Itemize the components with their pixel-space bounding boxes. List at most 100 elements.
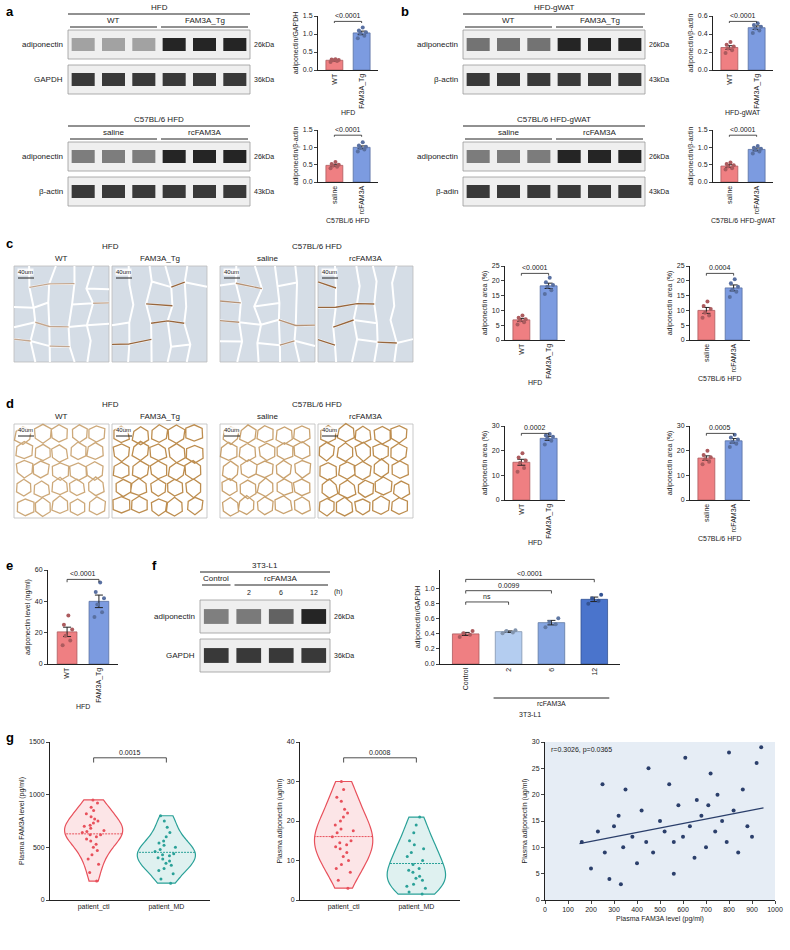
svg-text:Plasma FAM3A level (pg/ml): Plasma FAM3A level (pg/ml) — [616, 915, 704, 923]
svg-text:adiponectin: adiponectin — [22, 152, 63, 161]
svg-text:C57BL/6 HFD: C57BL/6 HFD — [292, 400, 342, 409]
svg-text:GAPDH: GAPDH — [166, 651, 195, 660]
svg-text:26kDa: 26kDa — [334, 613, 354, 620]
svg-text:26kDa: 26kDa — [649, 153, 669, 160]
svg-text:1.5: 1.5 — [303, 126, 313, 133]
svg-text:WT: WT — [502, 16, 515, 25]
svg-text:adiponectin: adiponectin — [22, 40, 63, 49]
svg-text:40um: 40um — [224, 269, 239, 275]
svg-text:12: 12 — [310, 589, 318, 596]
svg-text:FAM3A_Tg: FAM3A_Tg — [753, 74, 761, 109]
svg-text:0.0: 0.0 — [303, 178, 313, 185]
svg-text:a: a — [6, 4, 14, 19]
svg-text:adiponectin/GAPDH: adiponectin/GAPDH — [292, 12, 300, 75]
svg-text:0: 0 — [41, 896, 45, 903]
svg-text:Plasma adiponectin (ug/ml): Plasma adiponectin (ug/ml) — [276, 779, 284, 864]
svg-text:26kDa: 26kDa — [254, 153, 274, 160]
svg-text:0: 0 — [681, 336, 685, 343]
svg-text:WT: WT — [107, 16, 120, 25]
svg-text:rcFAM3A: rcFAM3A — [358, 185, 365, 214]
svg-text:43kDa: 43kDa — [649, 188, 669, 195]
svg-text:Control: Control — [462, 667, 469, 690]
svg-text:26kDa: 26kDa — [649, 41, 669, 48]
svg-text:0.0002: 0.0002 — [524, 424, 546, 431]
svg-text:WT: WT — [518, 503, 525, 515]
svg-text:0.2: 0.2 — [698, 48, 708, 55]
svg-text:25: 25 — [492, 262, 500, 269]
svg-text:c: c — [6, 236, 13, 251]
svg-text:700: 700 — [700, 906, 712, 913]
svg-text:C57BL/6 HFD: C57BL/6 HFD — [292, 242, 342, 251]
svg-text:C57BL/6 HFD: C57BL/6 HFD — [134, 115, 184, 124]
svg-text:3T3-L1: 3T3-L1 — [519, 711, 541, 718]
svg-text:FAM3A_Tg: FAM3A_Tg — [140, 254, 180, 263]
svg-text:25: 25 — [532, 765, 540, 772]
svg-text:5: 5 — [536, 870, 540, 877]
svg-text:1.0: 1.0 — [303, 30, 313, 37]
svg-text:800: 800 — [723, 906, 735, 913]
svg-text:30: 30 — [532, 738, 540, 745]
svg-text:adiponectin/β-actin: adiponectin/β-actin — [292, 126, 300, 185]
svg-text:10: 10 — [287, 857, 295, 864]
svg-text:HFD: HFD — [76, 703, 90, 710]
svg-text:ns: ns — [483, 593, 491, 600]
svg-text:40: 40 — [287, 738, 295, 745]
svg-text:1000: 1000 — [767, 906, 783, 913]
svg-text:FAM3A_Tg: FAM3A_Tg — [185, 16, 225, 25]
svg-text:FAM3A_Tg: FAM3A_Tg — [140, 412, 180, 421]
svg-text:WT: WT — [55, 254, 68, 263]
svg-text:adiponectin area (%): adiponectin area (%) — [666, 271, 674, 336]
svg-text:β-actin: β-actin — [434, 75, 458, 84]
svg-text:0.4: 0.4 — [425, 630, 435, 637]
svg-text:adiponectin/β-actin: adiponectin/β-actin — [687, 126, 695, 185]
svg-text:0.8: 0.8 — [425, 600, 435, 607]
svg-text:saline: saline — [257, 412, 278, 421]
svg-text:WT: WT — [331, 73, 338, 85]
svg-text:30: 30 — [287, 778, 295, 785]
svg-text:(h): (h) — [334, 588, 343, 596]
svg-text:rcFAM3A: rcFAM3A — [349, 254, 383, 263]
svg-text:600: 600 — [677, 906, 689, 913]
svg-text:0.0008: 0.0008 — [369, 749, 391, 756]
svg-text:adiponectin/GAPDH: adiponectin/GAPDH — [414, 586, 422, 649]
svg-text:20: 20 — [287, 817, 295, 824]
svg-text:60: 60 — [35, 566, 43, 573]
svg-text:0.5: 0.5 — [303, 48, 313, 55]
svg-text:WT: WT — [726, 73, 733, 85]
svg-text:adiponectin area (%): adiponectin area (%) — [481, 271, 489, 336]
svg-text:10: 10 — [677, 472, 685, 479]
svg-text:f: f — [152, 558, 157, 573]
svg-text:saline: saline — [331, 186, 338, 204]
svg-text:FAM3A_Tg: FAM3A_Tg — [545, 504, 553, 539]
svg-text:40um: 40um — [322, 427, 337, 433]
svg-text:saline: saline — [257, 254, 278, 263]
svg-text:HFD: HFD — [341, 109, 355, 116]
svg-text:6: 6 — [279, 589, 283, 596]
svg-text:20: 20 — [492, 447, 500, 454]
svg-text:patient_MD: patient_MD — [148, 903, 184, 911]
svg-text:<0.0001: <0.0001 — [517, 570, 543, 577]
svg-text:saline: saline — [703, 504, 710, 522]
svg-text:10: 10 — [532, 844, 540, 851]
svg-text:β-actin: β-actin — [39, 187, 63, 196]
svg-text:HFD: HFD — [151, 3, 168, 12]
svg-text:0.6: 0.6 — [425, 615, 435, 622]
svg-text:WT: WT — [55, 412, 68, 421]
svg-text:500: 500 — [654, 906, 666, 913]
svg-text:900: 900 — [746, 906, 758, 913]
svg-text:0: 0 — [681, 496, 685, 503]
svg-text:400: 400 — [631, 906, 643, 913]
svg-text:1500: 1500 — [29, 738, 45, 745]
svg-text:<0.0001: <0.0001 — [730, 126, 756, 133]
svg-text:0: 0 — [291, 896, 295, 903]
svg-text:C57BL/6 HFD: C57BL/6 HFD — [698, 535, 742, 542]
svg-text:d: d — [6, 396, 14, 411]
svg-text:FAM3A_Tg: FAM3A_Tg — [580, 16, 620, 25]
svg-text:FAM3A_Tg: FAM3A_Tg — [95, 668, 103, 703]
svg-text:5: 5 — [681, 322, 685, 329]
svg-text:0.4: 0.4 — [698, 30, 708, 37]
svg-text:1.0: 1.0 — [303, 144, 313, 151]
svg-text:HFD: HFD — [102, 242, 119, 251]
svg-text:e: e — [6, 558, 13, 573]
svg-text:0.0: 0.0 — [698, 178, 708, 185]
